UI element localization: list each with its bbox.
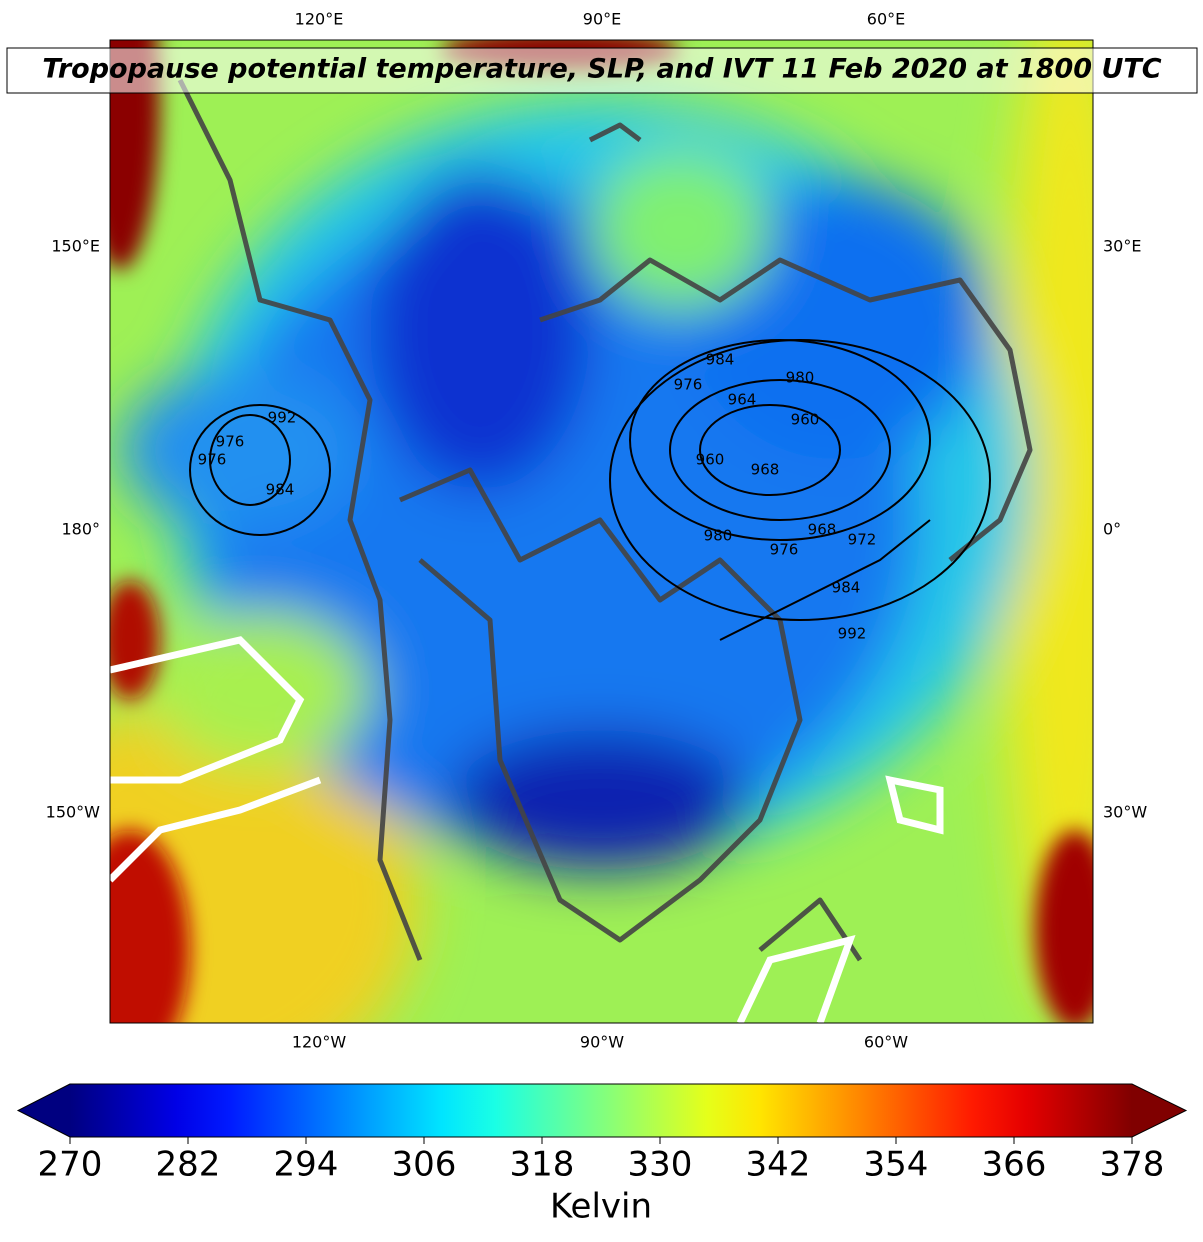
slp-contour-label: 992 (838, 625, 867, 643)
colorbar-tick-label: 270 (38, 1145, 103, 1185)
slp-contour-label: 968 (751, 461, 780, 479)
lon-label: 90°E (583, 10, 621, 29)
lon-label: 150°E (51, 237, 100, 256)
colorbar-tick-label: 354 (864, 1145, 929, 1185)
slp-contour-label: 960 (696, 451, 725, 469)
slp-contour-label: 976 (770, 541, 799, 559)
lon-label: 0° (1103, 520, 1121, 539)
slp-contour-label: 972 (848, 531, 877, 549)
slp-contour-label: 976 (674, 376, 703, 394)
slp-contour-label: 964 (728, 391, 757, 409)
slp-contour-label: 976 (216, 433, 245, 451)
lon-label: 180° (61, 520, 100, 539)
map-field (110, 40, 1093, 1023)
slp-contour-label: 968 (808, 521, 837, 539)
colorbar-label: Kelvin (550, 1187, 652, 1227)
colorbar-extend-max (1132, 1084, 1186, 1137)
longitude-labels: 120°E 120°W 90°E 90°W 60°E 60°W 150°E 30°E 180° 0… (46, 10, 1148, 1052)
map-frame (109, 39, 1094, 1024)
colorbar-tick-label: 342 (746, 1145, 811, 1185)
colorbar-tick-label: 318 (510, 1145, 575, 1185)
lon-label: 60°E (867, 10, 905, 29)
slp-contour-label: 984 (266, 481, 295, 499)
colorbar-tick-label: 366 (982, 1145, 1047, 1185)
colorbar-tick-label: 294 (274, 1145, 339, 1185)
lon-label: 30°W (1103, 803, 1147, 822)
colorbar-extend-min (18, 1084, 70, 1137)
slp-contour-label: 984 (832, 579, 861, 597)
slp-contour-label: 980 (704, 527, 733, 545)
colorbar-tick-label: 306 (392, 1145, 457, 1185)
lon-label: 30°E (1103, 237, 1141, 256)
slp-contour-label: 980 (786, 369, 815, 387)
lon-label: 60°W (864, 1033, 908, 1052)
title-box (6, 47, 1198, 94)
lon-label: 120°W (292, 1033, 347, 1052)
colorbar-body (70, 1084, 1132, 1137)
lon-label: 120°E (295, 10, 344, 29)
title: Tropopause potential temperature, SLP, a… (42, 54, 1161, 85)
slp-contour-labels: 9849769649609809609689769809689729849929… (198, 351, 877, 643)
lon-label: 90°W (580, 1033, 624, 1052)
slp-contour-label: 984 (706, 351, 735, 369)
slp-contour-label: 992 (268, 409, 297, 427)
slp-contour-label: 976 (198, 451, 227, 469)
lon-label: 150°W (46, 803, 101, 822)
slp-contour-label: 960 (791, 411, 820, 429)
colorbar-tick-label: 282 (156, 1145, 221, 1185)
colorbar-tick-label: 378 (1100, 1145, 1165, 1185)
colorbar-tick-label: 330 (628, 1145, 693, 1185)
colorbar: 270 282 294 306 318 330 342 354 366 378 (16, 1083, 1188, 1185)
